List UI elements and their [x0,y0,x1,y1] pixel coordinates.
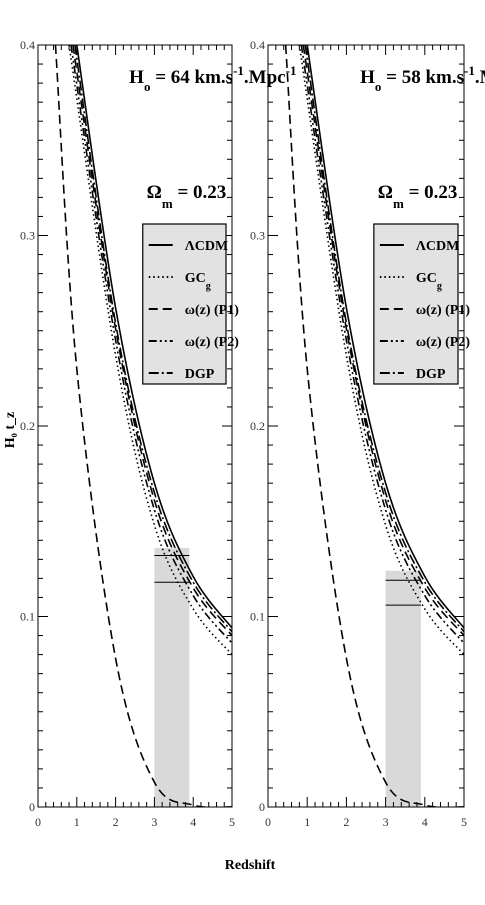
y-tick-label: 0.4 [20,38,35,52]
series-line--z-p2- [70,45,232,644]
y-tick-label: 0 [259,800,265,814]
series-line-lower [54,45,232,807]
legend-label: DGP [416,367,446,382]
x-tick-label: 1 [304,815,310,829]
legend-label: ω(z) (P2) [416,335,470,350]
series-line--cdm [76,45,232,629]
legend-label: ω(z) (P2) [185,335,239,350]
y-tick-label: 0.3 [20,229,35,243]
y-tick-label: 0.2 [250,419,265,433]
omega-label: Ωm = 0.23 [378,182,458,211]
y-tick-label: 0.4 [250,38,265,52]
hubble-label: Ho = 58 km.s-1.Mpc-1 [360,63,485,94]
y-tick-label: 0.1 [250,610,265,624]
x-tick-label: 3 [383,815,389,829]
shaded-region [154,547,190,807]
series-line-gcg [68,45,232,656]
x-tick-label: 0 [35,815,41,829]
hubble-label: Ho = 64 km.s-1.Mpc-1 [129,63,296,94]
shaded-region [385,570,421,807]
legend-box [142,223,227,385]
legend-label: GCg [416,271,442,292]
series-line-dgp [304,45,464,633]
legend-label: DGP [185,367,215,382]
x-tick-label: 2 [113,815,119,829]
series-line--cdm [306,45,464,629]
x-tick-label: 0 [265,815,271,829]
omega-label: Ωm = 0.23 [147,182,227,211]
legend-label: ΛCDM [416,239,459,254]
x-tick-label: 3 [151,815,157,829]
series-line--z-p1- [72,45,232,637]
series-line-lower [284,45,464,807]
x-tick-label: 5 [461,815,467,829]
y-tick-label: 0 [29,800,35,814]
series-line--z-p1- [302,45,464,637]
y-axis-label: H₀ t_z [3,412,18,448]
x-tick-label: 4 [190,815,196,829]
y-tick-label: 0.1 [20,610,35,624]
x-tick-label: 5 [229,815,235,829]
legend-label: ω(z) (P1) [416,303,470,318]
series-line-gcg [298,45,464,656]
y-tick-label: 0.2 [20,419,35,433]
x-tick-label: 4 [422,815,428,829]
x-axis-label: Redshift [225,858,276,873]
x-tick-label: 2 [343,815,349,829]
legend-label: GCg [185,271,211,292]
legend-label: ω(z) (P1) [185,303,239,318]
series-line--z-p2- [300,45,464,644]
y-tick-label: 0.3 [250,229,265,243]
legend-label: ΛCDM [185,239,228,254]
series-line-dgp [74,45,232,633]
x-tick-label: 1 [74,815,80,829]
legend-box [373,223,459,385]
